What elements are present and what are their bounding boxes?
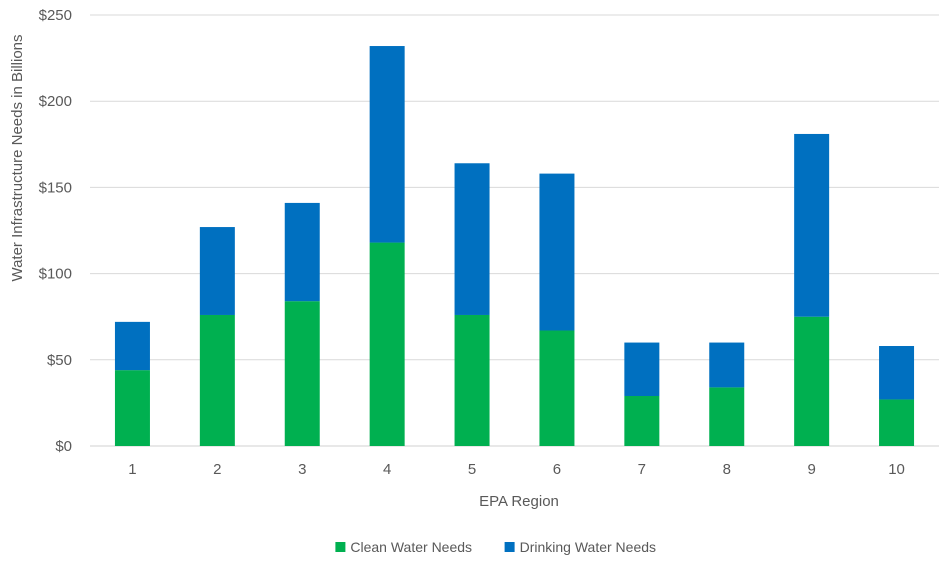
bar-drinking-water [369, 46, 405, 243]
bar-drinking-water [114, 321, 150, 371]
y-tick-label: $50 [47, 352, 72, 369]
x-tick-label: 9 [807, 461, 815, 478]
bar-clean-water [454, 314, 490, 446]
y-tick-label: $250 [39, 7, 72, 24]
x-tick-label: 1 [128, 461, 136, 478]
bar-clean-water [199, 314, 235, 446]
y-tick-label: $0 [55, 438, 72, 455]
x-tick-label: 2 [213, 461, 221, 478]
bar-clean-water [369, 242, 405, 446]
bar-clean-water [539, 330, 575, 446]
bar-drinking-water [794, 133, 830, 317]
axes: $0 $50 $100 $150 $200 $250 1 2 3 4 5 6 7 8 9 10 [39, 7, 905, 478]
bar-drinking-water [709, 342, 745, 388]
bar-drinking-water [624, 342, 660, 397]
bar-drinking-water [454, 163, 490, 315]
bar-drinking-water [199, 227, 235, 315]
x-tick-label: 7 [638, 461, 646, 478]
bar-clean-water [114, 370, 150, 446]
legend-swatch-drinking-water [504, 542, 515, 552]
y-tick-label: $100 [39, 266, 72, 283]
y-tick-label: $200 [39, 93, 72, 110]
bar-drinking-water [284, 202, 320, 302]
legend-label-clean-water: Clean Water Needs [350, 539, 472, 555]
bar-clean-water [794, 316, 830, 446]
x-tick-label: 8 [723, 461, 731, 478]
bar-clean-water [879, 399, 915, 446]
x-tick-label: 5 [468, 461, 476, 478]
bar-clean-water [709, 387, 745, 446]
x-axis-title: EPA Region [479, 493, 559, 510]
y-axis-title: Water Infrastructure Needs in Billions [9, 34, 26, 281]
bar-drinking-water [879, 346, 915, 400]
x-tick-label: 10 [888, 461, 905, 478]
x-tick-label: 3 [298, 461, 306, 478]
legend-swatch-clean-water [335, 542, 346, 552]
bar-clean-water [284, 301, 320, 446]
legend: Clean Water Needs Drinking Water Needs [335, 539, 656, 555]
x-tick-label: 4 [383, 461, 391, 478]
y-tick-label: $150 [39, 179, 72, 196]
x-tick-label: 6 [553, 461, 561, 478]
bar-drinking-water [539, 173, 575, 331]
legend-label-drinking-water: Drinking Water Needs [520, 539, 656, 555]
bar-clean-water [624, 396, 660, 446]
bars [114, 46, 915, 446]
